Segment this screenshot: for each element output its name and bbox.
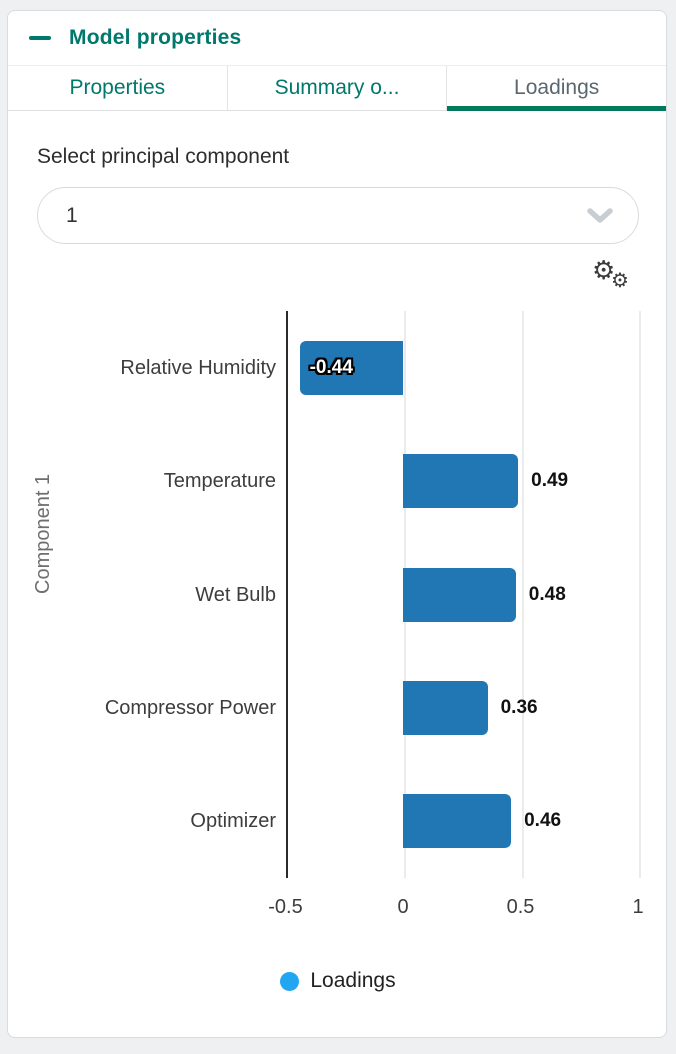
tab-bar: Properties Summary o... Loadings <box>8 65 667 111</box>
select-component-label: Select principal component <box>37 145 290 168</box>
x-tick-label: 0.5 <box>506 896 535 918</box>
legend-label: Loadings <box>310 969 396 992</box>
panel-title: Model properties <box>69 26 242 49</box>
plot-area <box>286 311 661 878</box>
gridline <box>639 311 641 878</box>
value-label: 0.46 <box>524 810 562 832</box>
bar-optimizer[interactable] <box>403 794 512 849</box>
x-tick-label: 0 <box>397 896 409 918</box>
x-tick-label: 1 <box>632 896 644 918</box>
chart-settings-button[interactable]: ⚙ ⚙ <box>592 257 640 299</box>
legend-item-loadings[interactable]: Loadings <box>8 969 668 993</box>
chevron-down-icon <box>587 208 613 223</box>
category-label: Compressor Power <box>104 696 276 719</box>
bar-compressor-power[interactable] <box>403 680 488 735</box>
legend-marker-icon <box>280 971 300 991</box>
bar-relative-humidity[interactable] <box>299 340 403 395</box>
category-label: Optimizer <box>190 810 276 833</box>
value-label: 0.48 <box>528 583 566 605</box>
collapse-minus-icon[interactable] <box>29 36 51 40</box>
category-label: Temperature <box>163 470 276 493</box>
tab-summary[interactable]: Summary o... <box>226 66 447 110</box>
gear-icon: ⚙ <box>592 255 616 285</box>
category-label: Relative Humidity <box>120 356 276 379</box>
value-label: 0.36 <box>500 696 538 718</box>
x-tick-label: -0.5 <box>268 896 303 918</box>
bar-temperature[interactable] <box>403 454 519 509</box>
tab-loadings[interactable]: Loadings <box>446 66 667 111</box>
tab-properties[interactable]: Properties <box>8 66 227 110</box>
bar-wet-bulb[interactable] <box>403 567 516 622</box>
gear-icon-small: ⚙ <box>611 270 629 292</box>
principal-component-dropdown[interactable]: 1 <box>37 187 639 244</box>
value-label: -0.44 <box>309 356 353 378</box>
value-label: 0.49 <box>531 470 569 492</box>
category-label: Wet Bulb <box>195 583 276 606</box>
gridline <box>521 311 524 878</box>
dropdown-selected-value: 1 <box>66 203 78 227</box>
model-properties-panel: Model properties Properties Summary o...… <box>7 10 667 1038</box>
panel-header: Model properties <box>8 11 666 65</box>
loadings-bar-chart: Component 1 Loadings -0.5 0 0.5 1 Relative H… <box>8 311 668 1021</box>
